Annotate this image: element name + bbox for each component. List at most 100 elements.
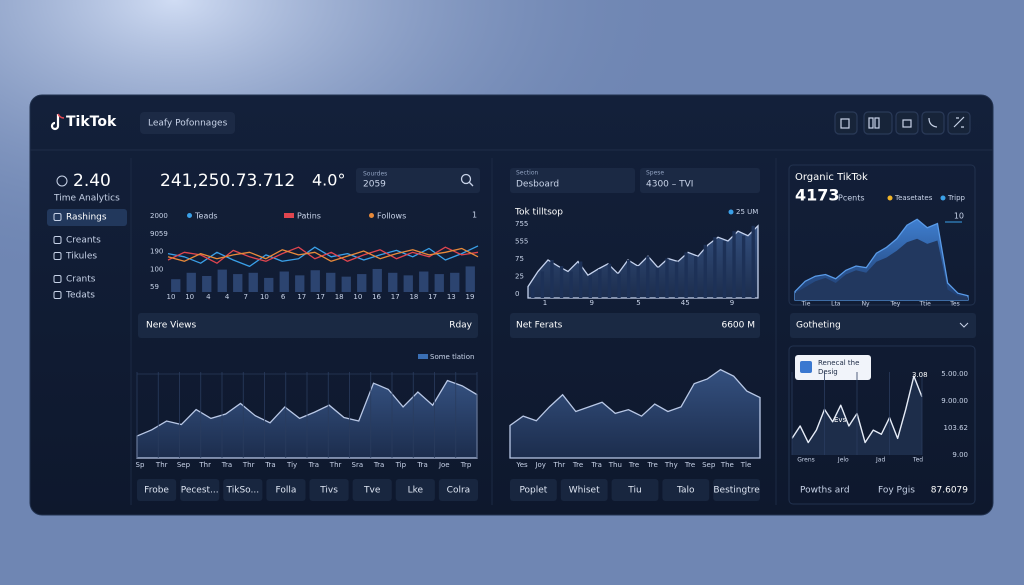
x-tick-label: 10 xyxy=(185,293,194,301)
tab-label[interactable]: Pecest... xyxy=(181,486,219,496)
tab[interactable] xyxy=(180,479,220,501)
legend-label: Follows xyxy=(377,212,406,221)
search-box[interactable] xyxy=(356,168,480,193)
section-right: 6600 M xyxy=(721,321,755,331)
x-tick-label: Jelo xyxy=(837,457,849,464)
bar xyxy=(217,269,227,292)
select-box[interactable] xyxy=(640,168,760,193)
select-label: Section xyxy=(516,170,538,177)
y-tick-label: 59 xyxy=(150,283,159,291)
nav-item[interactable]: Tedats xyxy=(65,291,95,301)
legend-label: Teads xyxy=(194,212,218,221)
legend-swatch xyxy=(887,195,893,201)
nav-item[interactable]: Rashings xyxy=(66,213,107,223)
tab-label[interactable]: Tve xyxy=(363,486,381,496)
x-tick-label: Tra xyxy=(373,461,384,469)
x-tick-label: 16 xyxy=(372,293,381,301)
bar xyxy=(540,271,545,298)
tooltip-text: Renecal the xyxy=(818,359,859,367)
section-bar[interactable] xyxy=(790,313,976,338)
bar xyxy=(248,272,258,292)
tab[interactable] xyxy=(611,479,659,501)
x-tick-label: 17 xyxy=(316,293,325,301)
icon xyxy=(840,118,850,129)
bar xyxy=(372,268,382,292)
x-tick-label: Tre xyxy=(684,461,695,469)
y-tick-label: 755 xyxy=(515,220,528,228)
x-tick-label: Tiy xyxy=(286,461,297,469)
bar xyxy=(419,271,429,292)
tab-label[interactable]: Tivs xyxy=(319,486,338,496)
x-tick-label: Tra xyxy=(590,461,601,469)
tab[interactable] xyxy=(662,479,710,501)
bar xyxy=(403,275,413,292)
tab[interactable] xyxy=(713,479,760,501)
nav-icon xyxy=(53,213,62,221)
tab[interactable] xyxy=(223,479,263,501)
select-box[interactable] xyxy=(510,168,635,193)
x-tick-label: Thr xyxy=(242,461,255,469)
nav-icon xyxy=(53,236,62,244)
tab[interactable] xyxy=(510,479,557,501)
bar xyxy=(341,276,351,292)
nav-icon xyxy=(53,291,62,299)
line-series xyxy=(167,247,479,262)
tab-label[interactable]: Folla xyxy=(275,486,296,496)
nav-icon xyxy=(53,275,62,283)
bar xyxy=(264,277,274,292)
icon-button[interactable] xyxy=(895,111,919,135)
tab-label[interactable]: Lke xyxy=(408,486,424,496)
nav-item[interactable]: Tikules xyxy=(65,252,97,262)
header-button-label[interactable]: Leafy Pofonnages xyxy=(148,119,228,129)
icon-button[interactable] xyxy=(947,111,971,135)
search-label: Sourdes xyxy=(363,171,387,178)
x-tick-label: Thy xyxy=(664,461,678,469)
bar xyxy=(588,275,592,298)
select-value: Desboard xyxy=(516,180,559,190)
tab[interactable] xyxy=(395,479,435,501)
x-tick-label: 4 xyxy=(206,293,211,301)
section-bar xyxy=(138,313,478,338)
sidebar-stat-label: Time Analytics xyxy=(53,194,120,204)
x-tick-label: Tra xyxy=(416,461,427,469)
bar xyxy=(465,266,475,292)
icon xyxy=(953,116,965,128)
tab[interactable] xyxy=(352,479,392,501)
x-tick-label: Tip xyxy=(395,461,407,469)
bar xyxy=(607,263,612,298)
y-tick-label: 103.62 xyxy=(944,424,969,432)
tab[interactable] xyxy=(137,479,177,501)
tab-label[interactable]: TikSo... xyxy=(226,486,260,496)
section-title: Net Ferats xyxy=(516,321,563,331)
y-tick-label: 9059 xyxy=(150,230,168,238)
tab[interactable] xyxy=(309,479,349,501)
tab[interactable] xyxy=(560,479,608,501)
tab[interactable] xyxy=(438,479,478,501)
x-tick-label: Ny xyxy=(862,301,870,308)
tab-label[interactable]: Poplet xyxy=(519,486,547,496)
tab-label[interactable]: Whiset xyxy=(569,486,600,496)
header-button[interactable] xyxy=(140,112,235,134)
tab-label[interactable]: Colra xyxy=(447,486,471,496)
icon-button[interactable] xyxy=(921,111,945,135)
search-icon xyxy=(460,173,472,185)
nav-active[interactable] xyxy=(47,209,127,226)
chevron xyxy=(959,322,969,328)
section-title[interactable]: Gotheting xyxy=(796,321,841,331)
logo: TikTok xyxy=(66,114,117,130)
bar xyxy=(703,244,707,298)
nav-item[interactable]: Crants xyxy=(66,275,96,285)
nav-item[interactable]: Creants xyxy=(66,236,101,246)
icon-button[interactable] xyxy=(834,111,858,135)
tab-label[interactable]: Frobe xyxy=(144,486,169,496)
bar xyxy=(646,256,650,298)
tab-label[interactable]: Bestingtre xyxy=(713,486,760,496)
x-tick-label: 17 xyxy=(428,293,437,301)
tab-label[interactable]: Talo xyxy=(676,486,695,496)
tab-label[interactable]: Tiu xyxy=(627,486,641,496)
tab[interactable] xyxy=(266,479,306,501)
x-tick-label: Joy xyxy=(534,461,546,469)
icon-button[interactable] xyxy=(863,111,893,135)
stat-second: 4.0° xyxy=(312,171,345,190)
x-tick-label: Tre xyxy=(628,461,639,469)
